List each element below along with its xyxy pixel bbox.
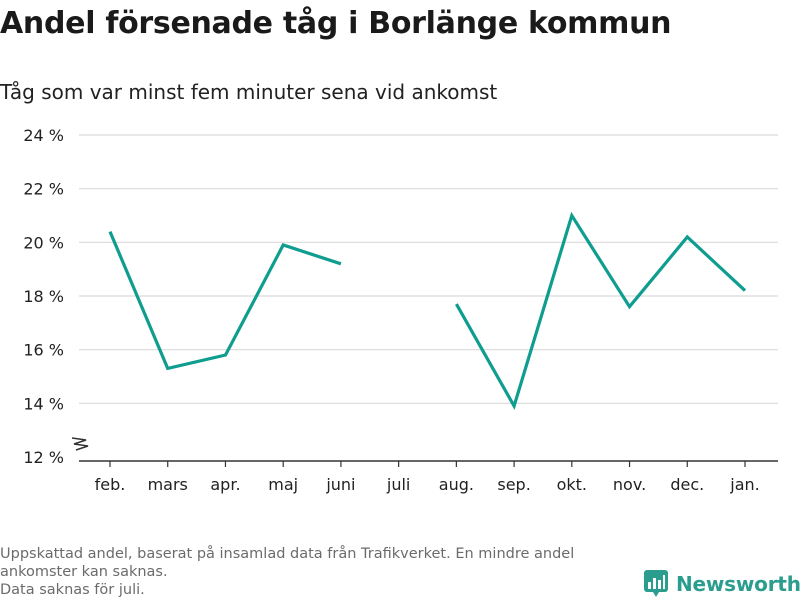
y-tick-label: 18 % bbox=[23, 287, 64, 306]
y-tick-label: 24 % bbox=[23, 126, 64, 145]
y-tick-label: 20 % bbox=[23, 233, 64, 252]
x-tick-label: juli bbox=[386, 475, 410, 494]
x-axis bbox=[71, 437, 778, 467]
x-tick-label: okt. bbox=[557, 475, 587, 494]
x-tick-label: mars bbox=[148, 475, 188, 494]
y-tick-label: 14 % bbox=[23, 394, 64, 413]
series-lines bbox=[108, 211, 747, 411]
x-tick-label: apr. bbox=[210, 475, 240, 494]
footnote-line: ankomster kan saknas. bbox=[0, 564, 168, 580]
footnote: Uppskattad andel, baserat på insamlad da… bbox=[0, 545, 630, 599]
x-tick-label: feb. bbox=[95, 475, 126, 494]
brand-name: Newsworthy bbox=[676, 572, 800, 596]
footnote-line: Uppskattad andel, baserat på insamlad da… bbox=[0, 546, 575, 562]
grid-lines bbox=[79, 134, 778, 404]
x-tick-label: nov. bbox=[613, 475, 646, 494]
x-tick-label: jan. bbox=[729, 475, 759, 494]
y-axis-tick-labels: 12 % 14 % 16 % 18 % 20 % 22 % 24 % bbox=[23, 126, 64, 467]
newsworthy-logo-icon bbox=[644, 570, 668, 597]
x-tick-label: maj bbox=[268, 475, 298, 494]
y-tick-label: 12 % bbox=[23, 448, 64, 467]
x-tick-label: juni bbox=[325, 475, 355, 494]
axis-break-icon bbox=[71, 437, 89, 451]
footnote-line: Data saknas för juli. bbox=[0, 582, 145, 598]
y-tick-label: 22 % bbox=[23, 180, 64, 199]
series-line-segment bbox=[455, 211, 747, 411]
x-axis-tick-labels: feb. mars apr. maj juni juli aug. sep. okt. nov. d… bbox=[95, 475, 760, 494]
series-line-segment bbox=[108, 230, 342, 371]
chart-title: Andel försenade tåg i Borlänge kommun bbox=[0, 6, 672, 41]
y-tick-label: 16 % bbox=[23, 341, 64, 360]
x-tick-label: sep. bbox=[497, 475, 530, 494]
chart-subtitle: Tåg som var minst fem minuter sena vid a… bbox=[0, 80, 498, 104]
x-tick-label: dec. bbox=[670, 475, 704, 494]
x-tick-label: aug. bbox=[439, 475, 474, 494]
brand-logo: Newsworthy bbox=[644, 570, 800, 598]
